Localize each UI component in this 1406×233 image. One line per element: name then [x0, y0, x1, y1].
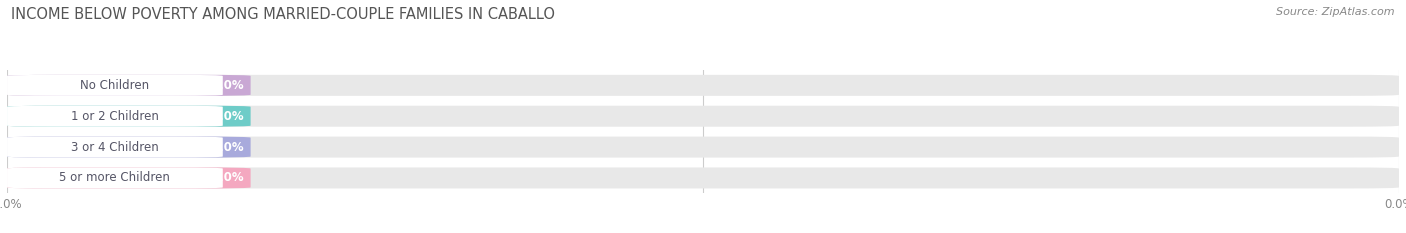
FancyBboxPatch shape [7, 137, 250, 158]
FancyBboxPatch shape [7, 168, 250, 188]
Text: Source: ZipAtlas.com: Source: ZipAtlas.com [1277, 7, 1395, 17]
Text: INCOME BELOW POVERTY AMONG MARRIED-COUPLE FAMILIES IN CABALLO: INCOME BELOW POVERTY AMONG MARRIED-COUPL… [11, 7, 555, 22]
Text: 0.0%: 0.0% [211, 171, 243, 185]
FancyBboxPatch shape [7, 106, 250, 127]
FancyBboxPatch shape [7, 75, 1399, 96]
FancyBboxPatch shape [7, 106, 222, 127]
FancyBboxPatch shape [7, 168, 222, 188]
Text: 0.0%: 0.0% [211, 140, 243, 154]
Text: 1 or 2 Children: 1 or 2 Children [70, 110, 159, 123]
Text: 0.0%: 0.0% [211, 79, 243, 92]
FancyBboxPatch shape [7, 137, 1399, 158]
FancyBboxPatch shape [7, 168, 1399, 188]
Text: No Children: No Children [80, 79, 149, 92]
FancyBboxPatch shape [7, 75, 250, 96]
Text: 0.0%: 0.0% [211, 110, 243, 123]
FancyBboxPatch shape [7, 137, 222, 158]
FancyBboxPatch shape [7, 75, 222, 96]
Text: 3 or 4 Children: 3 or 4 Children [72, 140, 159, 154]
FancyBboxPatch shape [7, 106, 1399, 127]
Text: 5 or more Children: 5 or more Children [59, 171, 170, 185]
